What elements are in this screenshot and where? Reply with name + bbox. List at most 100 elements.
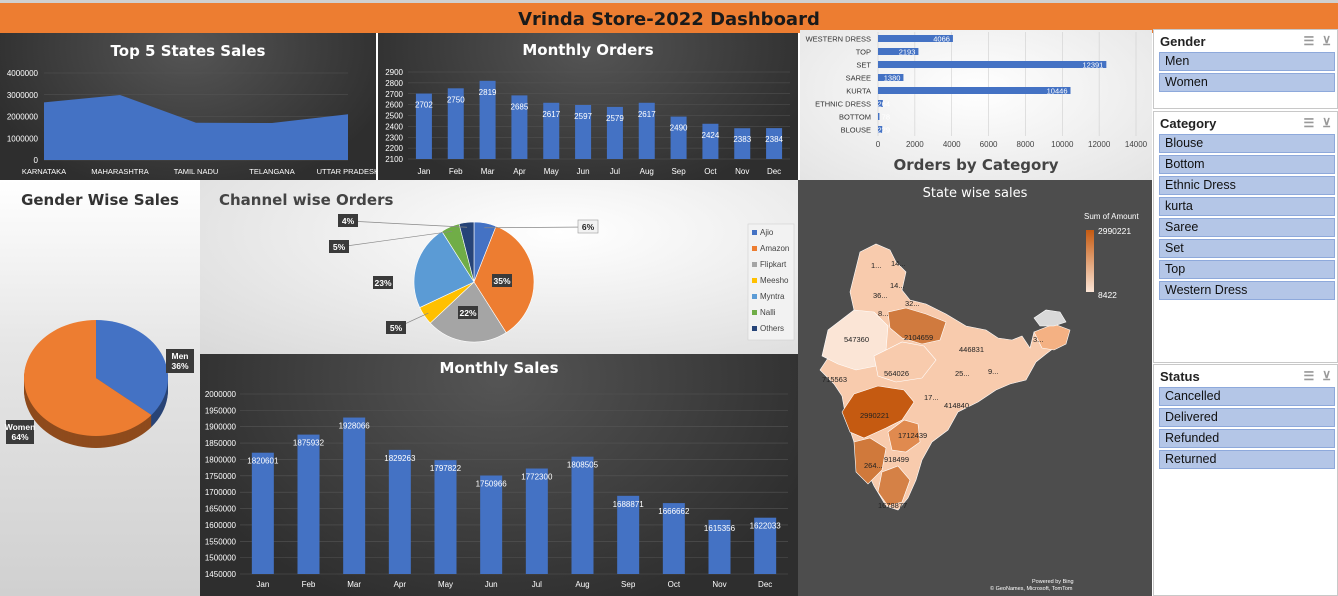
category-slicer-item[interactable]: Bottom [1159,155,1335,174]
state-value-label: 14... [890,281,905,290]
category-slicer[interactable]: Category ☰ ⊻ Blouse Bottom Ethnic Dress kurt… [1153,111,1338,363]
data-label: 4066 [933,35,950,44]
x-tick-label: 6000 [980,140,998,149]
data-label-box [166,349,194,373]
data-label: 1380 [884,74,901,83]
clear-filter-icon[interactable]: ⊻ [1322,116,1331,130]
status-slicer-items: Cancelled Delivered Refunded Returned [1154,387,1337,469]
map-legend-bar [1086,230,1094,292]
multi-select-icon[interactable]: ☰ [1303,369,1315,383]
y-tick-label: 1750000 [205,472,237,481]
x-tick-label: 10000 [1051,140,1074,149]
category-slicer-item[interactable]: Blouse [1159,134,1335,153]
y-tick-label: BOTTOM [839,113,871,122]
state-value-label: 547360 [844,335,869,344]
data-label: 2597 [574,112,592,121]
gender-slicer-header: Gender ☰ ⊻ [1154,30,1337,52]
status-slicer-item[interactable]: Cancelled [1159,387,1335,406]
state-value-label: 1712439 [898,431,927,440]
y-tick-label: ETHNIC DRESS [815,100,871,109]
bar [447,88,464,159]
category-slicer-item[interactable]: Saree [1159,218,1335,237]
map-credit-bing: Powered by Bing [1032,579,1074,585]
bar [543,102,560,159]
bar [754,517,777,574]
top-states-panel[interactable]: Top 5 States Sales 4000000 3000000 2000000… [0,33,376,180]
y-tick-label: 2200 [385,144,403,153]
data-label: 1928066 [339,422,371,431]
multi-select-icon[interactable]: ☰ [1303,116,1315,130]
state-map-panel[interactable]: State wise sales Sum of Amount 2990221 8… [798,180,1152,596]
pie-slice [96,320,169,415]
data-label: 2383 [733,135,751,144]
x-tick-label: Aug [640,167,654,176]
legend-label: Nalli [760,308,776,317]
bar [878,100,883,107]
state-value-label: 1... [871,261,881,270]
data-label: 1688871 [613,500,645,509]
x-tick-label: 12000 [1088,140,1111,149]
gender-sales-panel[interactable]: Gender Wise Sales Men 36% Women 64% [0,180,200,596]
gender-slicer[interactable]: Gender ☰ ⊻ Men Women [1153,29,1338,109]
x-tick-label: Aug [575,580,589,589]
gender-slicer-items: Men Women [1154,52,1337,92]
monthly-sales-panel[interactable]: Monthly Sales 2000000 1950000 1900000 18500… [200,354,798,596]
channel-orders-panel[interactable]: Channel wise Orders 6% 35% 22% 5% 23% 5% 4% Aji… [200,180,798,354]
orders-category-panel[interactable]: 0 2000 4000 6000 8000 10000 12000 14000 WESTERN … [800,30,1152,180]
y-tick-label: 1600000 [205,521,237,530]
x-tick-label: Nov [735,167,749,176]
data-label: 1666662 [658,507,690,516]
status-slicer[interactable]: Status ☰ ⊻ Cancelled Delivered Refunded Retu… [1153,364,1338,596]
status-slicer-item[interactable]: Returned [1159,450,1335,469]
category-slicer-item[interactable]: Set [1159,239,1335,258]
data-label-name: Men [172,351,189,361]
data-label: 2424 [702,131,720,140]
state-value-label: 32... [905,299,920,308]
category-slicer-item[interactable]: kurta [1159,197,1335,216]
data-label: 4% [342,216,355,226]
data-label: 23% [374,278,391,288]
bar [388,449,411,574]
category-slicer-item[interactable]: Top [1159,260,1335,279]
category-slicer-item[interactable]: Ethnic Dress [1159,176,1335,195]
legend-label: Amazon [760,244,789,253]
gender-slicer-item[interactable]: Women [1159,73,1335,92]
data-label-box [577,219,599,234]
bar [670,116,687,159]
y-tick-label: 0 [34,156,39,165]
status-slicer-item[interactable]: Delivered [1159,408,1335,427]
x-tick-label: 2000 [906,140,924,149]
x-tick-label: TAMIL NADU [174,167,219,176]
gender-slicer-item[interactable]: Men [1159,52,1335,71]
bar [878,35,953,42]
y-tick-label: BLOUSE [841,126,871,135]
x-tick-label: Jul [610,167,620,176]
x-tick-label: Mar [481,167,495,176]
state-value-label: 2104659 [904,333,933,342]
category-slicer-item[interactable]: Western Dress [1159,281,1335,300]
data-label-percent: 64% [11,432,28,442]
x-tick-label: UTTAR PRADESH [317,167,376,176]
clear-filter-icon[interactable]: ⊻ [1322,34,1331,48]
legend-swatch [752,246,757,251]
india-outline [819,243,1057,511]
bar [617,495,640,574]
y-tick-label: 1850000 [205,439,237,448]
map-credit-sources: © GeoNames, Microsoft, TomTom [990,585,1073,592]
y-tick-label: SET [856,61,871,70]
bar [479,80,496,159]
gender-slicer-title: Gender [1160,33,1206,49]
y-tick-label: 2000000 [205,390,237,399]
bar [878,61,1107,68]
state-value-label: 25... [955,369,970,378]
bar [766,128,783,159]
state-value-label: 1678877 [878,501,907,510]
multi-select-icon[interactable]: ☰ [1303,34,1315,48]
data-label: 6% [582,222,595,232]
data-label: 2819 [479,88,497,97]
x-tick-label: May [438,580,453,589]
status-slicer-item[interactable]: Refunded [1159,429,1335,448]
clear-filter-icon[interactable]: ⊻ [1322,369,1331,383]
monthly-orders-panel[interactable]: Monthly Orders 2900 2800 2700 2600 2500 2400 2… [378,33,798,183]
